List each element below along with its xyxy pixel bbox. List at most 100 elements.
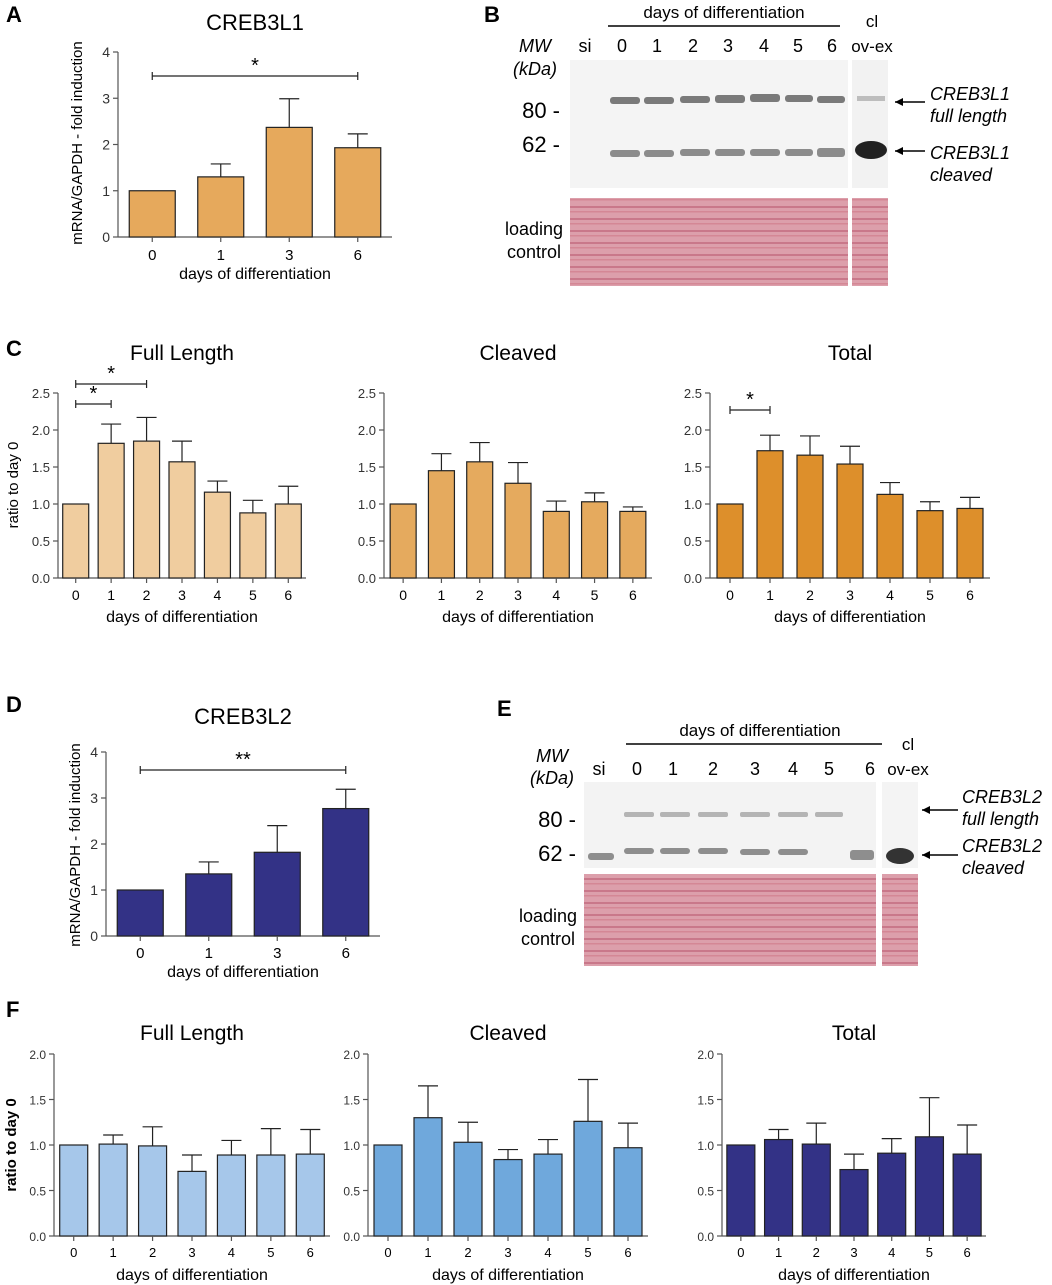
blot-e-lane-0: 0 (632, 759, 642, 779)
cc1-ylabel: ratio to day 0 (5, 442, 22, 529)
blot-e-lane-si: si (593, 759, 606, 779)
cf3-xlabel: days of differentiation (778, 1267, 930, 1284)
blot-e-lane-3: 3 (750, 759, 760, 779)
cc2-xtick-label: 0 (399, 587, 407, 603)
blot-e-kda-label: (kDa) (530, 768, 574, 788)
ca-ytick-label: 2 (102, 137, 110, 153)
blot-b-cleaved-label-2: cleaved (930, 165, 993, 185)
cc2-ytick-label: 2.0 (358, 423, 376, 438)
cc3-bar (876, 493, 904, 579)
blot-b-header: days of differentiation (643, 3, 804, 22)
cc3-title: Total (828, 342, 872, 365)
cc3-xlabel: days of differentiation (774, 609, 926, 626)
cf2-ytick-label: 2.0 (343, 1048, 360, 1062)
ca-ylabel: mRNA/GAPDH - fold induction (69, 41, 86, 244)
blot-b-ovex-band-faint (857, 96, 885, 101)
cd-xtick-label: 6 (342, 945, 350, 962)
blot-b-lane-1: 1 (652, 36, 662, 56)
blot-b-lane-3: 3 (723, 36, 733, 56)
cc1-ytick-label: 2.0 (32, 423, 50, 438)
cc3-ytick-label: 1.0 (684, 497, 702, 512)
cf2-bar (613, 1147, 643, 1237)
cf3-bar (914, 1136, 945, 1237)
cd-ytick-label: 4 (90, 744, 98, 760)
cc1-bar (97, 442, 125, 579)
cc2-bar (542, 510, 570, 579)
cc1-xtick-label: 0 (72, 587, 80, 603)
chart-c-full-length: Full Length 0.0 0.5 1.0 1.5 2.0 2.5 0 1 2 3 4 5 6 days… (5, 342, 306, 626)
cc2-xlabel: days of differentiation (442, 609, 594, 626)
blot-b-arrowhead-full-icon (895, 98, 903, 106)
blot-b-marker-62: 62 - (522, 132, 560, 157)
panel-label-c: C (6, 336, 22, 361)
cf2-bar (533, 1153, 563, 1237)
cc1-bar (168, 461, 196, 579)
cc2-bar (504, 482, 532, 579)
blot-e-cleaved-label-1: CREB3L2 (962, 836, 1042, 856)
chart-c-total: Total 0.0 0.5 1.0 1.5 2.0 2.5 0 1 2 3 4 5 6 days of di… (684, 342, 990, 626)
cf3-xtick-label: 4 (888, 1245, 895, 1260)
cc3-bar (916, 510, 944, 579)
cf2-xtick-label: 6 (624, 1245, 631, 1260)
blot-e-marker-62: 62 - (538, 841, 576, 866)
chart-creb3l2-mrna: CREB3L2 0 1 2 3 4 0 1 3 6 days of differentiation m… (67, 704, 380, 981)
cf3-xtick-label: 1 (775, 1245, 782, 1260)
cc3-bar (756, 450, 784, 579)
blot-e-full-label-2: full length (962, 809, 1039, 829)
cd-title: CREB3L2 (194, 704, 292, 729)
cc1-bar (239, 512, 267, 579)
blot-b-lane-si: si (579, 36, 592, 56)
blot-e-cl-label: cl (902, 735, 914, 754)
cc3-bar (836, 463, 864, 579)
cc3-ytick-label: 1.5 (684, 460, 702, 475)
cf1-bar (59, 1144, 89, 1237)
cf3-ytick-label: 1.0 (697, 1139, 714, 1153)
cc2-bar (427, 470, 456, 579)
cf2-bar (413, 1117, 443, 1237)
cc1-sig-label: * (107, 363, 115, 385)
blot-b-membrane (570, 60, 848, 188)
cf1-ytick-label: 1.0 (29, 1139, 46, 1153)
cf3-bar (877, 1152, 907, 1237)
blot-b-cl-label: cl (866, 12, 878, 31)
cc2-bar (389, 503, 417, 579)
blot-b-ovex-label: ov-ex (851, 37, 893, 56)
blot-e-header: days of differentiation (679, 721, 840, 740)
cd-bar (116, 889, 164, 937)
cc1-bar (203, 491, 232, 579)
cf1-bar (295, 1153, 325, 1237)
blot-e-lane-6: 6 (865, 759, 875, 779)
chart-creb3l1-mrna: CREB3L1 0 1 2 3 4 0 1 3 6 days of differentiation m… (69, 10, 392, 283)
panel-label-f: F (6, 997, 19, 1022)
cf3-ytick-label: 0.5 (697, 1185, 714, 1199)
cc3-sig-label: * (746, 389, 754, 411)
cf2-xtick-label: 2 (464, 1245, 471, 1260)
panel-label-d: D (6, 692, 22, 717)
cd-bar (253, 851, 301, 937)
cc1-bar (274, 503, 302, 579)
blot-e-arrowhead-full-icon (922, 806, 930, 814)
ca-bar (334, 147, 382, 238)
cc1-xtick-label: 2 (143, 587, 151, 603)
cc3-xtick-label: 3 (846, 587, 854, 603)
cf3-title: Total (832, 1022, 876, 1045)
cf1-bar (177, 1170, 207, 1237)
ca-xlabel: days of differentiation (179, 266, 331, 283)
cc3-bar (956, 507, 984, 579)
ca-xtick-label: 1 (217, 247, 225, 264)
cf2-bar (493, 1158, 523, 1237)
cf3-bar (801, 1143, 831, 1237)
cf3-xtick-label: 3 (850, 1245, 857, 1260)
cf1-ytick-label: 1.5 (29, 1094, 46, 1108)
panel-label-a: A (6, 2, 22, 27)
cf3-xtick-label: 0 (737, 1245, 744, 1260)
cf1-xtick-label: 2 (149, 1245, 156, 1260)
blot-e-arrowhead-cleaved-icon (922, 851, 930, 859)
blot-e-lane-1: 1 (668, 759, 678, 779)
blot-e-cleaved-label-2: cleaved (962, 858, 1025, 878)
cc1-xtick-label: 1 (107, 587, 115, 603)
cf2-xlabel: days of differentiation (432, 1267, 584, 1284)
blot-e-loading-label-2: control (521, 929, 575, 949)
blot-e-ovex-label: ov-ex (887, 760, 929, 779)
